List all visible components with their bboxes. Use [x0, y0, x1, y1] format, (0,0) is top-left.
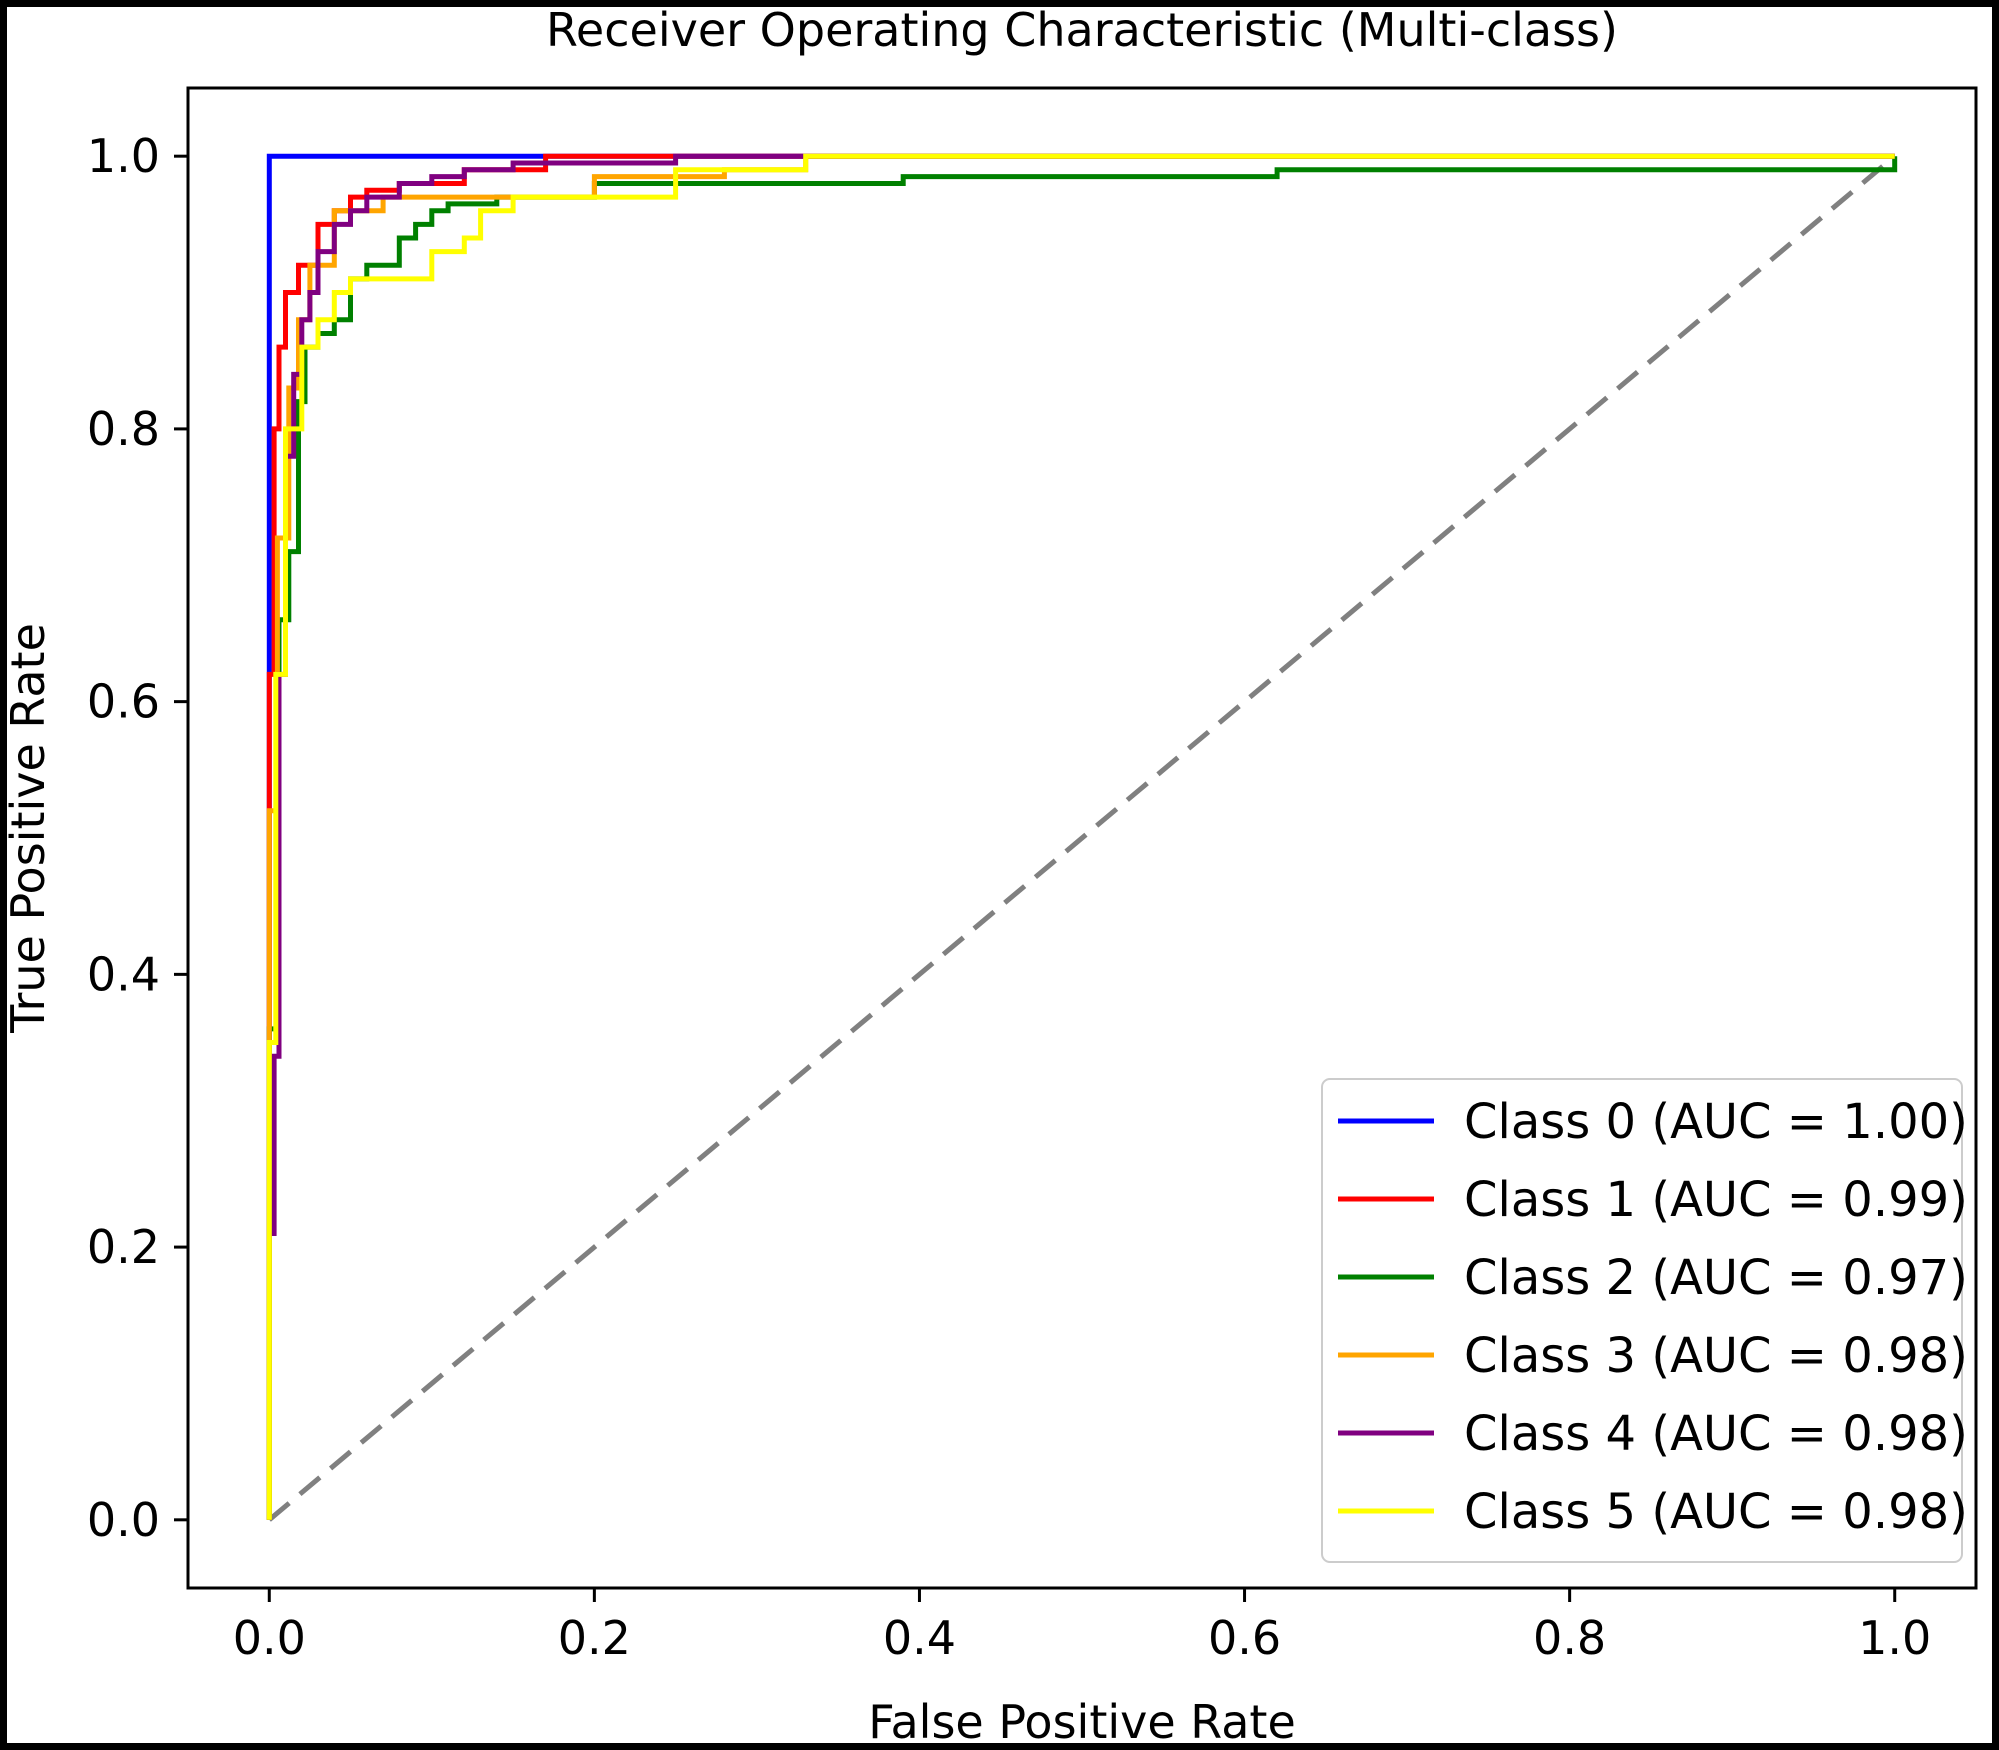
x-tick-label-0-6: 0.6	[1208, 1611, 1281, 1665]
legend-label-class-2: Class 2 (AUC = 0.97)	[1464, 1250, 1968, 1306]
y-tick-label-0-6: 0.6	[87, 675, 160, 729]
x-tick-label-0-2: 0.2	[558, 1611, 631, 1665]
legend-label-class-5: Class 5 (AUC = 0.98)	[1464, 1484, 1968, 1540]
legend-label-class-0: Class 0 (AUC = 1.00)	[1464, 1094, 1968, 1150]
y-tick-label-1-0: 1.0	[87, 129, 160, 183]
series-line-class-2	[266, 156, 1898, 1520]
legend-label-class-1: Class 1 (AUC = 0.99)	[1464, 1172, 1968, 1228]
y-tick-label-0-0: 0.0	[87, 1493, 160, 1547]
y-tick-label-0-8: 0.8	[87, 402, 160, 456]
chart-title: Receiver Operating Characteristic (Multi…	[546, 3, 1618, 57]
series-line-class-5	[266, 153, 1895, 1520]
legend-label-class-3: Class 3 (AUC = 0.98)	[1464, 1328, 1968, 1384]
series-line-class-4	[269, 153, 1895, 1236]
x-axis-title: False Positive Rate	[868, 1695, 1296, 1749]
x-tick-label-1-0: 1.0	[1858, 1611, 1931, 1665]
legend-box	[1321, 1078, 1963, 1563]
x-tick-label-0-8: 0.8	[1533, 1611, 1606, 1665]
y-tick-label-0-2: 0.2	[87, 1220, 160, 1274]
x-tick-label-0-4: 0.4	[883, 1611, 956, 1665]
axes-frame	[186, 86, 1978, 1590]
x-tick-label-0-0: 0.0	[233, 1611, 306, 1665]
plot-area: 0.0 0.2 0.4 0.6 0.8 1.0 0.0 0.2 0.4 0.6 0.8 1.0	[87, 86, 1978, 1665]
diagonal-reference-line	[267, 154, 1897, 1522]
legend-label-class-4: Class 4 (AUC = 0.98)	[1464, 1406, 1968, 1462]
y-tick-label-0-4: 0.4	[87, 947, 160, 1001]
y-axis-title: True Positive Rate	[1, 623, 55, 1034]
legend: Class 0 (AUC = 1.00) Class 1 (AUC = 0.99)…	[1321, 1078, 1968, 1563]
